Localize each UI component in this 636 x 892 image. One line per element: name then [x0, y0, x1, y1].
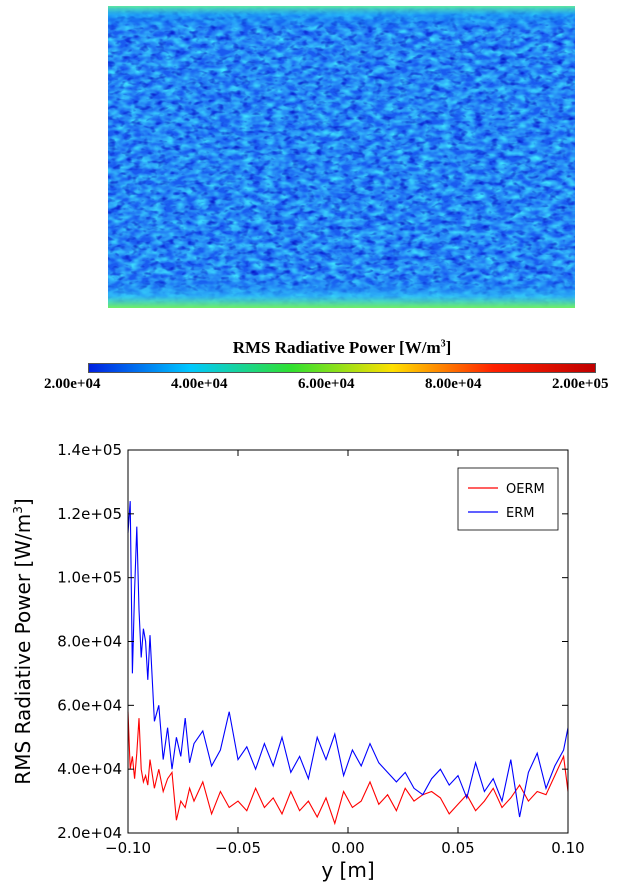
legend-box [457, 467, 559, 531]
colorbar-tick-label: 8.00e+04 [425, 376, 482, 392]
y-tick-label: 1.0e+05 [57, 569, 122, 587]
y-tick-label: 4.0e+04 [57, 760, 122, 778]
colorbar-title: RMS Radiative Power [W/m3] [232, 338, 452, 357]
chart-svg: −0.10 −0.05 0.00 0.05 0.10 2.0e+04 4.0e+04 6.0e… [11, 441, 585, 882]
y-tick-label: 2.0e+04 [57, 824, 122, 842]
y-tick-label: 1.4e+05 [57, 441, 122, 459]
y-tick-label: 6.0e+04 [57, 696, 122, 714]
x-tick-label: −0.05 [215, 839, 261, 857]
heatmap-edges [108, 6, 575, 308]
colorbar-tick-label: 2.00e+05 [552, 376, 609, 392]
y-tick-label: 1.2e+05 [57, 505, 122, 523]
x-tick-label: 0.00 [331, 839, 364, 857]
x-tick-label: 0.05 [441, 839, 474, 857]
x-tick-label: −0.10 [105, 839, 151, 857]
colorbar [88, 363, 596, 373]
x-tick-label: 0.10 [551, 839, 584, 857]
series-line-erm [127, 501, 569, 818]
colorbar-tick-label: 4.00e+04 [171, 376, 228, 392]
y-axis-label-sup: 3 [11, 506, 25, 514]
heatmap-svg [108, 6, 575, 308]
colorbar-tick-label: 6.00e+04 [298, 376, 355, 392]
y-axis-label-end: ] [11, 498, 35, 506]
y-axis-label: RMS Radiative Power [W/m3] [11, 498, 35, 784]
legend-label: ERM [506, 506, 534, 521]
field-heatmap [108, 6, 575, 308]
line-chart: −0.10 −0.05 0.00 0.05 0.10 2.0e+04 4.0e+04 6.0e… [0, 440, 636, 892]
colorbar-tick-label: 2.00e+04 [44, 376, 101, 392]
y-axis-label-main: RMS Radiative Power [W/m [11, 514, 35, 785]
series-line-oerm [127, 711, 569, 826]
y-tick-label: 8.0e+04 [57, 633, 122, 651]
legend-label: OERM [506, 482, 545, 497]
x-axis-label: y [m] [321, 858, 374, 882]
